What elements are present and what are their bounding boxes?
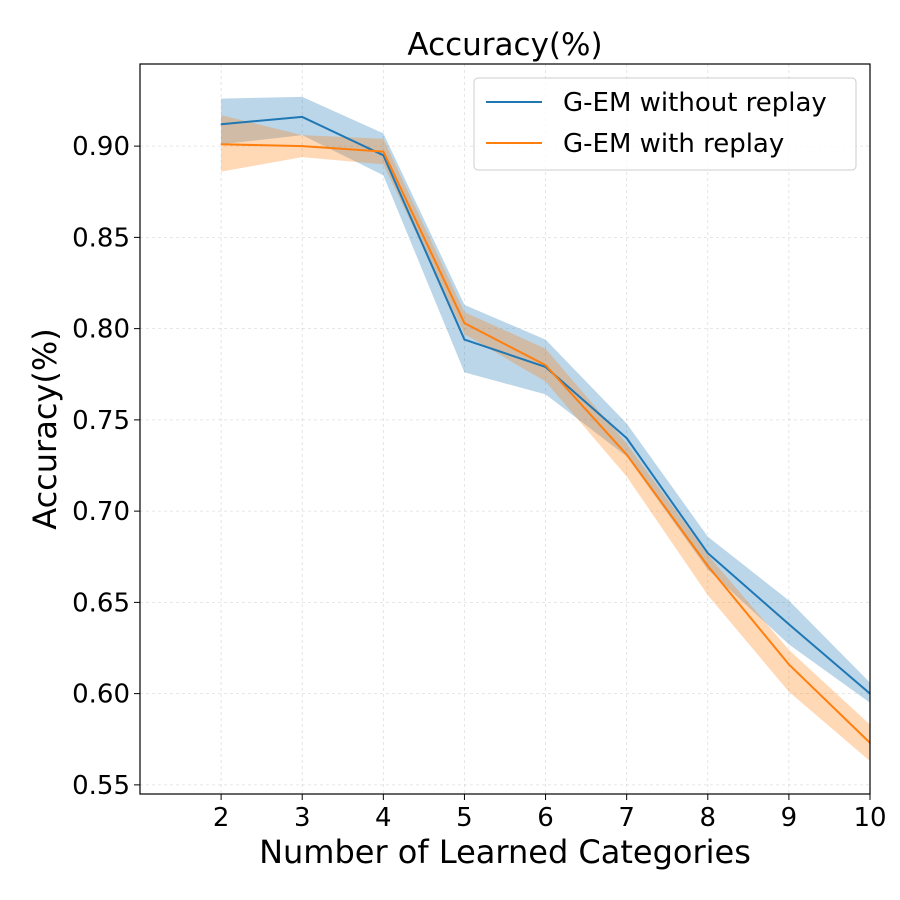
data-point-series-1-x4 <box>382 151 384 153</box>
data-point-series-1-x5 <box>463 322 466 324</box>
x-tick-label-2: 2 <box>213 803 230 833</box>
data-point-series-1-x2 <box>220 143 222 145</box>
x-tick-label-5: 5 <box>456 803 473 833</box>
y-tick-label-0.80: 0.80 <box>72 315 130 345</box>
x-tick-label-7: 7 <box>618 803 635 833</box>
y-tick-label-0.75: 0.75 <box>72 406 130 436</box>
data-point-series-0-x9 <box>788 623 790 625</box>
x-tick-label-10: 10 <box>853 803 886 833</box>
y-tick-label-0.85: 0.85 <box>72 223 130 253</box>
data-point-series-1-x6 <box>544 364 547 366</box>
confidence-bands <box>221 96 871 762</box>
y-tick-label-0.55: 0.55 <box>72 771 130 801</box>
series-lines <box>220 115 871 744</box>
legend: G-EM without replay G-EM with replay <box>473 77 857 171</box>
y-tick-label-0.90: 0.90 <box>72 132 130 162</box>
data-point-series-1-x8 <box>707 565 709 567</box>
y-tick-label-0.70: 0.70 <box>72 497 130 527</box>
legend-label-without-replay: G-EM without replay <box>563 88 827 118</box>
chart-title: Accuracy(%) <box>407 27 602 63</box>
data-point-series-0-x3 <box>301 116 303 118</box>
x-tick-label-8: 8 <box>700 803 717 833</box>
data-point-series-0-x4 <box>382 154 384 156</box>
confidence-band-series-1 <box>221 115 871 762</box>
axis-ticks: 2 3 4 5 6 7 8 9 10 0.55 0.60 0.65 0.70 0.75 0.80 0.85 0.… <box>72 132 886 833</box>
data-point-series-0-x7 <box>626 437 628 439</box>
x-tick-label-4: 4 <box>375 803 392 833</box>
confidence-band-series-0 <box>221 96 871 703</box>
plot-frame <box>139 63 871 795</box>
data-point-series-0-x5 <box>463 338 466 341</box>
y-tick-label-0.65: 0.65 <box>72 588 130 618</box>
x-axis-label: Number of Learned Categories <box>259 833 751 871</box>
x-tick-label-6: 6 <box>537 803 554 833</box>
data-point-series-0-x2 <box>220 123 222 125</box>
y-axis-label: Accuracy(%) <box>26 328 64 529</box>
x-tick-label-3: 3 <box>294 803 311 833</box>
data-point-series-1-x9 <box>788 663 790 666</box>
data-point-series-1-x3 <box>301 145 303 147</box>
y-tick-label-0.60: 0.60 <box>72 680 130 710</box>
data-point-series-1-x7 <box>626 453 628 456</box>
x-tick-label-9: 9 <box>781 803 798 833</box>
data-point-series-0-x8 <box>707 552 709 554</box>
legend-label-with-replay: G-EM with replay <box>563 129 784 159</box>
legend-box <box>473 77 857 171</box>
